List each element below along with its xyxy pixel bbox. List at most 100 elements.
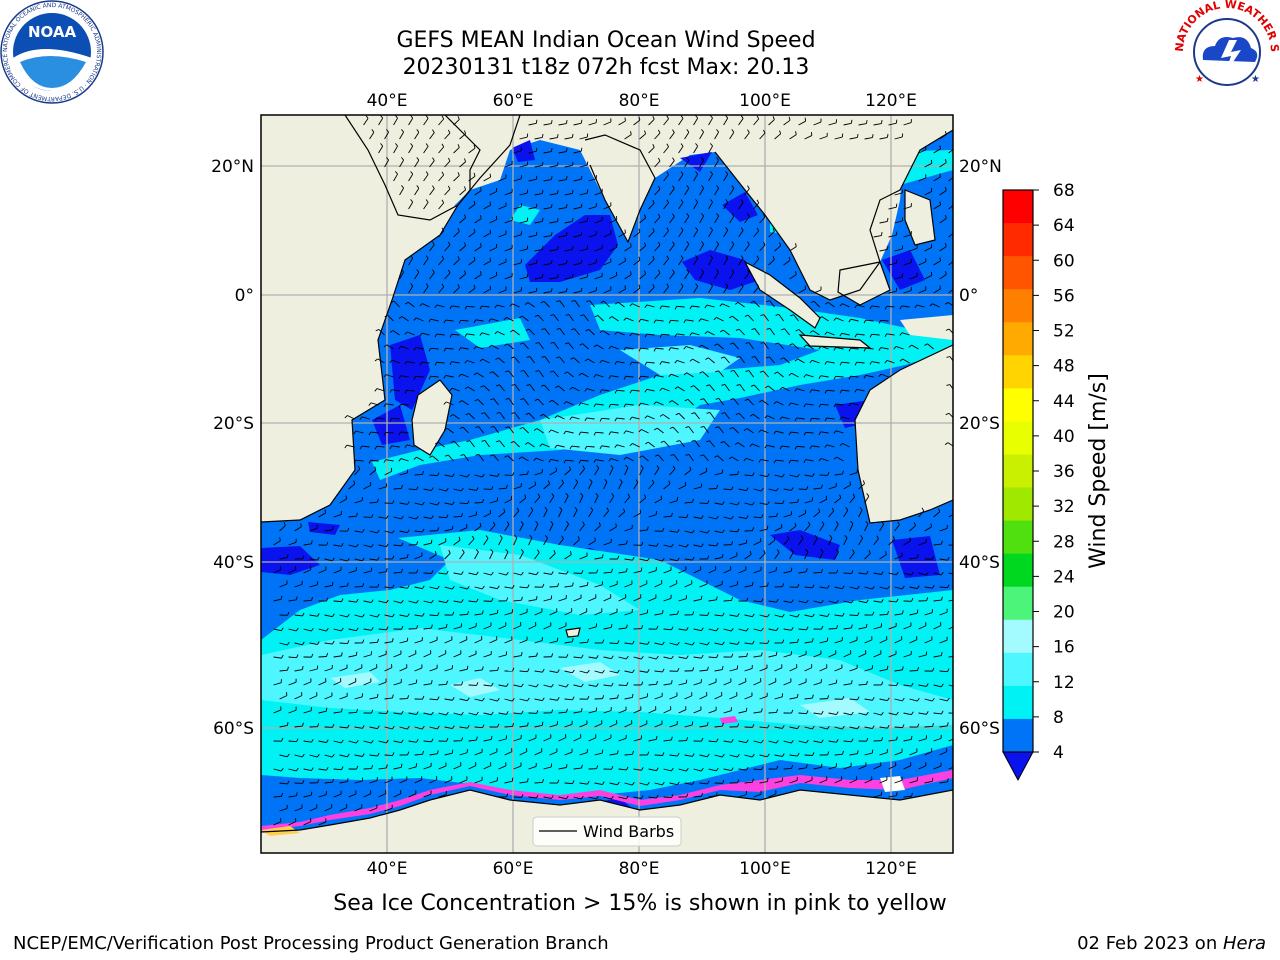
wind-barb bbox=[795, 329, 805, 336]
wind-barb bbox=[714, 641, 725, 646]
wind-barb bbox=[519, 697, 530, 702]
wind-barb bbox=[609, 243, 618, 252]
wind-barb bbox=[399, 725, 410, 730]
wind-barb bbox=[693, 595, 703, 602]
wind-barb bbox=[663, 143, 669, 154]
wind-barb bbox=[383, 403, 394, 408]
wind-barb bbox=[594, 244, 603, 252]
lat-label-right: 60°S bbox=[959, 719, 1000, 739]
colorbar-segment bbox=[1003, 487, 1033, 522]
wind-barb bbox=[624, 556, 635, 561]
wind-barb bbox=[843, 534, 848, 546]
wind-barb bbox=[813, 710, 824, 715]
wind-barb bbox=[699, 666, 709, 672]
wind-barb bbox=[558, 204, 568, 210]
wind-barb bbox=[528, 596, 538, 602]
wind-barb bbox=[398, 458, 409, 462]
wind-barb bbox=[693, 737, 704, 742]
wind-barb bbox=[273, 627, 284, 632]
wind-barb bbox=[699, 722, 709, 728]
wind-barb bbox=[843, 711, 854, 716]
wind-barb bbox=[669, 129, 675, 140]
wind-barb bbox=[624, 750, 634, 756]
wind-barb bbox=[729, 241, 735, 252]
wind-barb bbox=[738, 539, 748, 546]
wind-barb bbox=[888, 231, 898, 238]
wind-barb bbox=[466, 440, 475, 448]
wind-barb bbox=[669, 580, 678, 588]
wind-barb bbox=[849, 750, 859, 756]
wind-barb bbox=[834, 133, 844, 140]
wind-barb bbox=[708, 227, 713, 238]
wind-barb bbox=[498, 484, 508, 490]
wind-barb bbox=[565, 314, 574, 322]
wind-barb bbox=[534, 697, 545, 702]
wind-barb bbox=[714, 213, 719, 224]
wind-barb bbox=[339, 527, 350, 532]
wind-barb bbox=[708, 738, 719, 743]
wind-barb bbox=[348, 543, 359, 548]
wind-barb bbox=[783, 511, 793, 518]
wind-barb bbox=[309, 524, 318, 532]
wind-barb bbox=[743, 457, 754, 462]
wind-barb bbox=[648, 594, 657, 602]
wind-barb bbox=[588, 765, 599, 770]
wind-barb bbox=[423, 515, 434, 520]
wind-barb bbox=[744, 129, 750, 140]
wind-barb bbox=[708, 654, 719, 659]
wind-barb bbox=[383, 431, 394, 436]
wind-barb bbox=[438, 171, 445, 182]
wind-barb bbox=[510, 356, 520, 364]
wind-barb bbox=[629, 443, 640, 448]
wind-barb bbox=[273, 767, 284, 772]
wind-barb bbox=[429, 725, 440, 730]
wind-barb bbox=[519, 722, 529, 728]
wind-barb bbox=[948, 232, 953, 238]
wind-barb bbox=[558, 148, 568, 154]
wind-barb bbox=[749, 413, 760, 420]
wind-barb bbox=[393, 484, 403, 490]
wind-barb bbox=[408, 763, 417, 770]
wind-barb bbox=[573, 231, 583, 238]
wind-barb bbox=[578, 402, 589, 406]
wind-barb bbox=[438, 762, 447, 770]
wind-barb bbox=[654, 185, 661, 196]
wind-barb bbox=[573, 147, 583, 154]
wind-barb bbox=[404, 301, 415, 308]
wind-barb bbox=[854, 304, 865, 309]
lon-label-top: 80°E bbox=[619, 91, 660, 111]
wind-barb bbox=[288, 767, 299, 772]
wind-barb bbox=[843, 481, 851, 490]
wind-barb bbox=[324, 692, 333, 700]
wind-barb bbox=[399, 469, 409, 476]
wind-barb bbox=[663, 736, 673, 742]
wind-barb bbox=[819, 613, 830, 617]
wind-barb bbox=[638, 318, 649, 323]
wind-barb bbox=[618, 257, 626, 266]
wind-barb bbox=[734, 302, 745, 308]
wind-barb bbox=[449, 387, 460, 392]
wind-barb bbox=[903, 711, 914, 716]
wind-barb bbox=[744, 640, 755, 645]
wind-barb bbox=[894, 245, 904, 252]
wind-barb bbox=[549, 669, 560, 674]
wind-barb bbox=[459, 270, 467, 280]
wind-barb bbox=[918, 174, 927, 182]
wind-barb bbox=[783, 256, 791, 266]
wind-barb bbox=[540, 384, 550, 392]
colorbar-segment bbox=[1003, 520, 1033, 555]
wind-barb bbox=[603, 286, 612, 294]
wind-barb bbox=[684, 466, 692, 476]
wind-barb bbox=[663, 767, 674, 772]
chart-title: GEFS MEAN Indian Ocean Wind Speed bbox=[396, 28, 816, 53]
wind-barb bbox=[505, 426, 514, 434]
wind-barb bbox=[933, 145, 941, 154]
wind-barb bbox=[803, 403, 814, 408]
wind-barb bbox=[479, 332, 490, 336]
wind-barb bbox=[948, 204, 953, 210]
wind-barb bbox=[519, 668, 530, 673]
wind-barb bbox=[571, 328, 580, 336]
wind-barb bbox=[408, 711, 419, 715]
wind-barb bbox=[833, 403, 844, 408]
wind-barb bbox=[309, 723, 320, 728]
